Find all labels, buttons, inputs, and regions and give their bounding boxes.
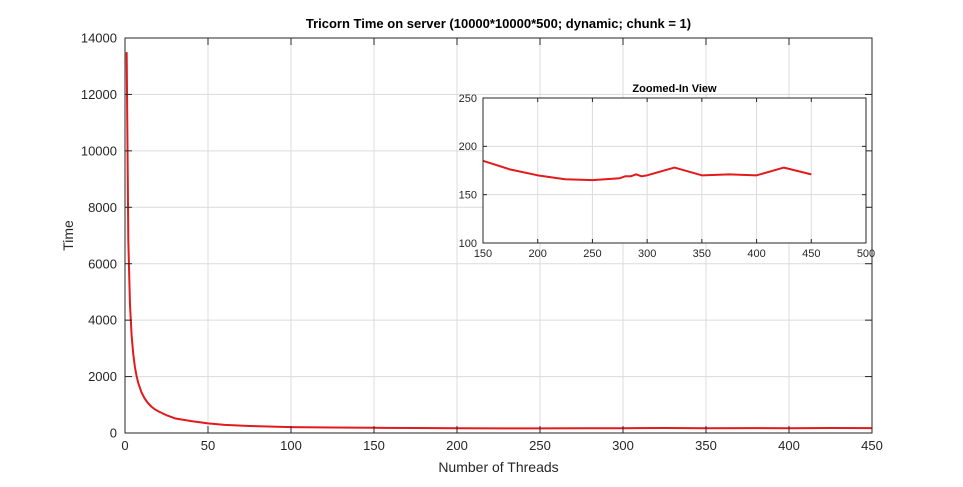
inset-title: Zoomed-In View (632, 83, 717, 95)
inset-grid (483, 98, 866, 243)
x-tick-label: 450 (861, 438, 883, 453)
y-tick-label: 6000 (88, 256, 117, 271)
main-ticks: 0 50 100 150 200 250 300 350 400 4500200040006000… (81, 31, 883, 453)
x-tick-label: 400 (747, 248, 765, 260)
chart-title: Tricorn Time on server (10000*10000*500;… (306, 16, 691, 31)
x-tick-label: 150 (363, 438, 385, 453)
x-tick-label: 350 (695, 438, 717, 453)
y-tick-label: 2000 (88, 369, 117, 384)
main-axes-box (124, 37, 873, 434)
y-tick-label: 8000 (88, 200, 117, 215)
y-tick-label: 12000 (81, 87, 117, 102)
series-line (482, 159, 812, 182)
x-tick-label: 200 (446, 438, 468, 453)
y-tick-label: 200 (459, 141, 477, 153)
y-tick-label: 250 (459, 93, 477, 105)
inset-plot-area (483, 98, 866, 243)
y-tick-label: 10000 (81, 143, 117, 158)
inset-series (482, 159, 812, 182)
x-tick-label: 300 (638, 248, 656, 260)
x-tick-label: 500 (857, 248, 875, 260)
y-tick-label: 14000 (81, 31, 117, 46)
x-tick-label: 200 (529, 248, 547, 260)
y-tick-label: 4000 (88, 313, 117, 328)
main-series (125, 52, 873, 430)
y-tick-label: 100 (459, 238, 477, 250)
series-line (125, 52, 873, 430)
x-tick-label: 400 (778, 438, 800, 453)
x-tick-label: 350 (693, 248, 711, 260)
y-tick-label: 150 (459, 190, 477, 202)
x-tick-label: 0 (121, 438, 128, 453)
x-tick-label: 50 (201, 438, 215, 453)
x-axis-label: Number of Threads (438, 459, 558, 475)
x-tick-label: 150 (474, 248, 492, 260)
inset-axes-box (482, 97, 867, 244)
x-tick-label: 450 (802, 248, 820, 260)
x-tick-label: 250 (583, 248, 601, 260)
x-tick-label: 100 (280, 438, 302, 453)
y-axis-label: Time (60, 220, 76, 251)
y-tick-label: 0 (110, 426, 117, 441)
x-tick-label: 250 (529, 438, 551, 453)
x-tick-label: 300 (612, 438, 634, 453)
